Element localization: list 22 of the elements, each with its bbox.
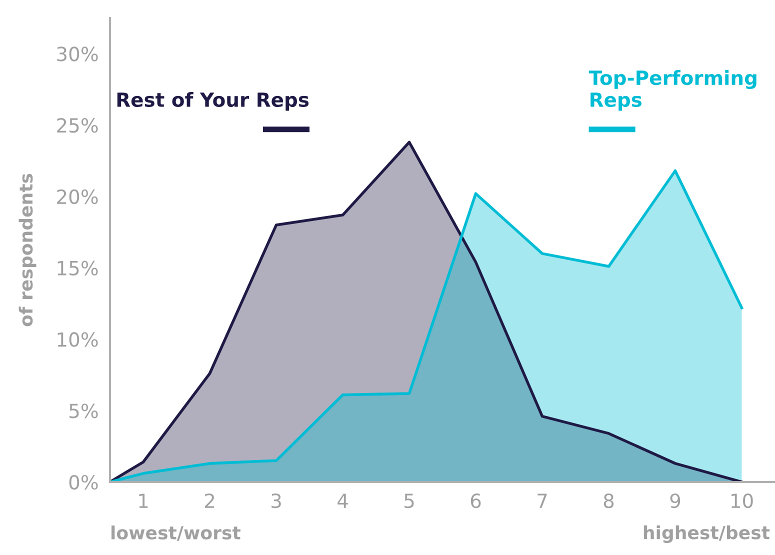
x-tick-label: 9 bbox=[670, 493, 680, 508]
x-tick-label: 1 bbox=[139, 494, 148, 508]
x-tick-label: 7 bbox=[538, 494, 547, 508]
y-tick-label: 20% bbox=[57, 189, 98, 204]
x-tick-label: 5 bbox=[404, 494, 414, 508]
y-tick-label: 10% bbox=[58, 332, 98, 347]
text: lowest/worst bbox=[112, 526, 240, 541]
y-tick-label: 5% bbox=[70, 404, 98, 418]
text: Top-Performing Reps bbox=[588, 70, 756, 111]
x-tick-label: 4 bbox=[338, 494, 348, 508]
text: highest/best bbox=[644, 525, 770, 543]
y-tick-label: 15% bbox=[58, 260, 98, 276]
x-tick-label: 3 bbox=[272, 493, 281, 508]
y-axis-title: of respondents bbox=[18, 174, 36, 326]
x-tick-label: 10 bbox=[732, 493, 753, 508]
y-tick-label: 30% bbox=[57, 46, 98, 62]
y-tick-label: 25% bbox=[57, 118, 98, 133]
x-tick-label: 6 bbox=[470, 493, 481, 508]
text: Rest of Your Reps bbox=[117, 92, 309, 111]
x-tick-label: 2 bbox=[204, 493, 214, 508]
y-tick-label: 0% bbox=[69, 474, 98, 490]
x-tick-label: 8 bbox=[604, 493, 614, 508]
